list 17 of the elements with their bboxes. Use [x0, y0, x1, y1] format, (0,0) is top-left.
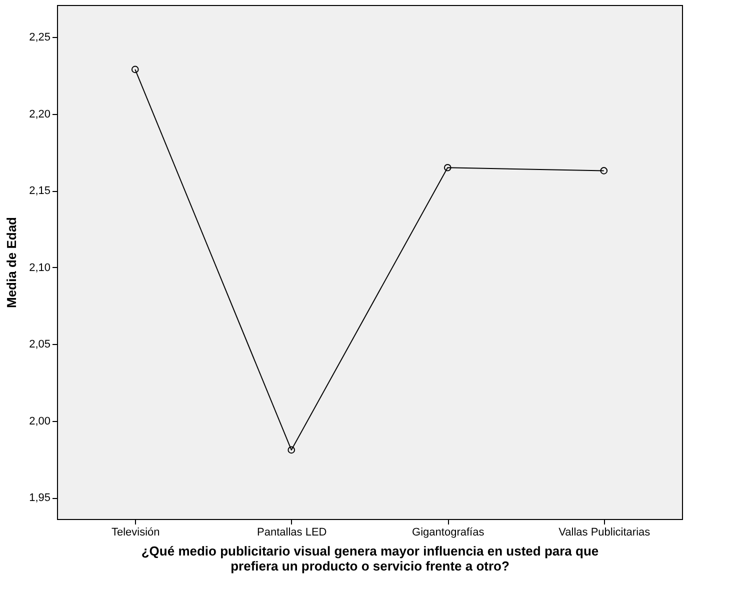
point	[444, 164, 452, 172]
y-tick-label: 2,25	[29, 32, 50, 44]
y-tick-label: 2,10	[29, 262, 50, 274]
point	[131, 66, 139, 74]
x-tick-label: Televisión	[111, 526, 160, 538]
x-tick-label: Gigantografías	[412, 526, 485, 538]
point	[288, 446, 296, 454]
y-tick-label: 2,05	[29, 338, 50, 351]
y-tick-label: 2,20	[29, 108, 50, 120]
y-tick-label: 1,95	[29, 492, 50, 504]
y-tick-label: 2,15	[29, 185, 50, 198]
y-axis-title: Media de Edad	[4, 216, 20, 308]
y-tick-label: 2,00	[29, 415, 50, 428]
x-axis-title: ¿Qué medio publicitario visual genera mayor influencia en usted para que prefiera un producto o servicio frente a otro?	[141, 544, 599, 574]
x-tick-label: Vallas Publicitarias	[558, 526, 651, 538]
x-tick-label: Pantallas LED	[257, 526, 327, 538]
point	[600, 167, 608, 174]
